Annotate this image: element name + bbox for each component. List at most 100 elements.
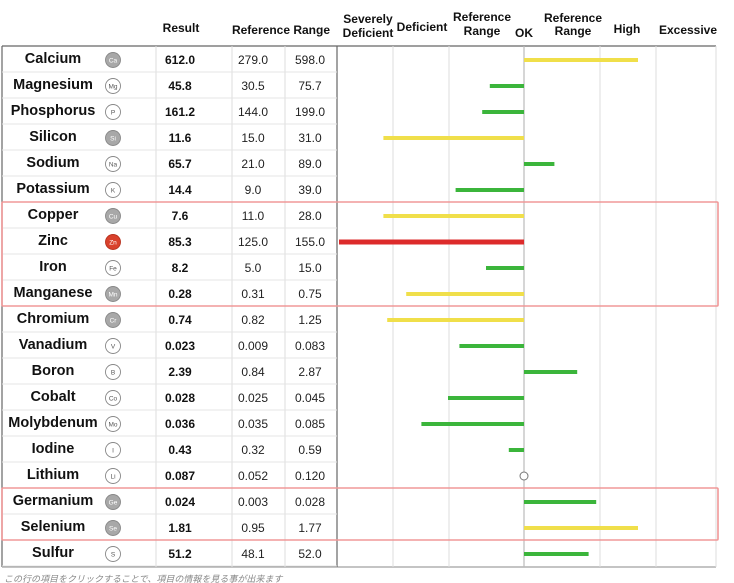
element-symbol: S: [111, 551, 116, 558]
element-name: Chromium: [17, 311, 90, 327]
table-row[interactable]: Phosphorus P 161.2 144.0 199.0: [2, 103, 337, 125]
element-symbol-badge: [105, 520, 121, 536]
deviation-bar-cobalt: [448, 396, 524, 400]
deviation-bars: [339, 58, 638, 556]
reference-low-value: 11.0: [242, 209, 265, 223]
element-symbol-badge: [105, 208, 121, 224]
element-name: Phosphorus: [11, 103, 96, 119]
table-row[interactable]: Chromium Cr 0.74 0.82 1.25: [2, 311, 337, 333]
table-row[interactable]: Zinc Zn 85.3 125.0 155.0: [2, 233, 337, 255]
element-symbol: Ca: [109, 57, 118, 64]
result-value: 612.0: [165, 53, 195, 67]
result-value: 65.7: [168, 157, 192, 171]
highlight-group-box: [1, 487, 719, 541]
reference-low-value: 125.0: [238, 235, 268, 249]
table-row[interactable]: Sulfur S 51.2 48.1 52.0: [2, 545, 337, 567]
table-row[interactable]: Molybdenum Mo 0.036 0.035 0.085: [2, 415, 337, 437]
table-row[interactable]: Boron B 2.39 0.84 2.87: [2, 363, 337, 385]
table-row[interactable]: Sodium Na 65.7 21.0 89.0: [2, 155, 337, 177]
reference-low-value: 0.035: [238, 417, 268, 431]
table-row[interactable]: Lithium Li 0.087 0.052 0.120: [2, 467, 337, 489]
element-symbol-badge: [105, 364, 121, 380]
deviation-bar-germanium: [524, 500, 597, 504]
result-value: 0.023: [165, 339, 195, 353]
table-row[interactable]: Silicon Si 11.6 15.0 31.0: [2, 129, 337, 151]
element-name: Selenium: [21, 519, 85, 535]
deviation-bar-sulfur: [524, 552, 589, 556]
element-symbol: Co: [109, 395, 118, 402]
reference-low-value: 0.009: [238, 339, 268, 353]
reference-high-value: 1.77: [298, 521, 322, 535]
result-value: 7.6: [172, 209, 189, 223]
table-row[interactable]: Manganese Mn 0.28 0.31 0.75: [2, 285, 337, 307]
reference-high-value: 31.0: [298, 131, 322, 145]
result-value: 0.028: [165, 391, 195, 405]
table-row[interactable]: Iodine I 0.43 0.32 0.59: [2, 441, 337, 463]
reference-low-value: 0.052: [238, 469, 268, 483]
header-result: Result: [163, 21, 200, 35]
deviation-bar-sodium: [524, 162, 555, 166]
reference-low-value: 5.0: [245, 261, 262, 275]
element-name: Sulfur: [32, 545, 74, 561]
reference-high-value: 2.87: [298, 365, 322, 379]
element-name: Germanium: [13, 493, 94, 509]
element-name: Manganese: [14, 285, 93, 301]
element-name: Magnesium: [13, 77, 93, 93]
element-name: Calcium: [25, 51, 81, 67]
table-row[interactable]: Iron Fe 8.2 5.0 15.0: [2, 259, 337, 281]
reference-high-value: 89.0: [298, 157, 322, 171]
table-row[interactable]: Magnesium Mg 45.8 30.5 75.7: [2, 77, 337, 99]
result-value: 0.43: [168, 443, 192, 457]
element-symbol: Mn: [108, 291, 117, 298]
table-row[interactable]: Vanadium V 0.023 0.009 0.083: [2, 337, 337, 359]
reference-low-value: 0.82: [241, 313, 265, 327]
table-row[interactable]: Germanium Ge 0.024 0.003 0.028: [2, 493, 337, 515]
reference-low-value: 21.0: [241, 157, 265, 171]
result-value: 2.39: [168, 365, 192, 379]
table-row[interactable]: Selenium Se 1.81 0.95 1.77: [2, 519, 337, 541]
element-symbol-badge: [105, 234, 121, 250]
element-name: Molybdenum: [8, 415, 97, 431]
result-value: 0.28: [168, 287, 192, 301]
element-symbol: Mo: [108, 421, 117, 428]
element-symbol-badge: [105, 260, 121, 276]
deviation-bar-zinc: [339, 239, 524, 245]
element-symbol-badge: [105, 78, 121, 94]
result-value: 0.036: [165, 417, 195, 431]
result-value: 161.2: [165, 105, 195, 119]
header-deficient: Deficient: [397, 20, 448, 34]
result-value: 1.81: [168, 521, 192, 535]
reference-low-value: 9.0: [245, 183, 262, 197]
element-name: Cobalt: [30, 389, 75, 405]
element-symbol-badge: [105, 442, 121, 458]
element-symbol: Cu: [109, 213, 118, 220]
element-symbol-badge: [105, 312, 121, 328]
table-row[interactable]: Potassium K 14.4 9.0 39.0: [2, 181, 337, 203]
reference-high-value: 0.028: [295, 495, 325, 509]
deviation-bar-phosphorus: [482, 110, 524, 114]
deviation-bar-manganese: [406, 292, 524, 296]
element-symbol-badge: [105, 52, 121, 68]
reference-high-value: 52.0: [298, 547, 322, 561]
reference-high-value: 0.083: [295, 339, 325, 353]
header-severely-line2: Deficient: [343, 26, 394, 40]
element-symbol: K: [111, 187, 116, 194]
highlight-group-box: [1, 201, 719, 307]
element-name: Silicon: [29, 129, 77, 145]
header-ref-high-line2: Range: [555, 24, 592, 38]
footer-note: この行の項目をクリックすることで、項目の情報を見る事が出来ます: [4, 574, 283, 583]
table-row[interactable]: Calcium Ca 612.0 279.0 598.0: [2, 51, 337, 73]
table-row[interactable]: Copper Cu 7.6 11.0 28.0: [2, 207, 337, 229]
reference-high-value: 598.0: [295, 53, 325, 67]
reference-high-value: 75.7: [298, 79, 322, 93]
result-value: 0.024: [165, 495, 195, 509]
reference-high-value: 1.25: [298, 313, 322, 327]
ok-marker: [519, 471, 529, 481]
element-name: Potassium: [16, 181, 89, 197]
highlight-boxes: [1, 201, 719, 541]
reference-high-value: 28.0: [298, 209, 322, 223]
table-row[interactable]: Cobalt Co 0.028 0.025 0.045: [2, 389, 337, 411]
element-symbol: B: [111, 369, 115, 376]
element-name: Sodium: [26, 155, 79, 171]
element-symbol-badge: [105, 182, 121, 198]
